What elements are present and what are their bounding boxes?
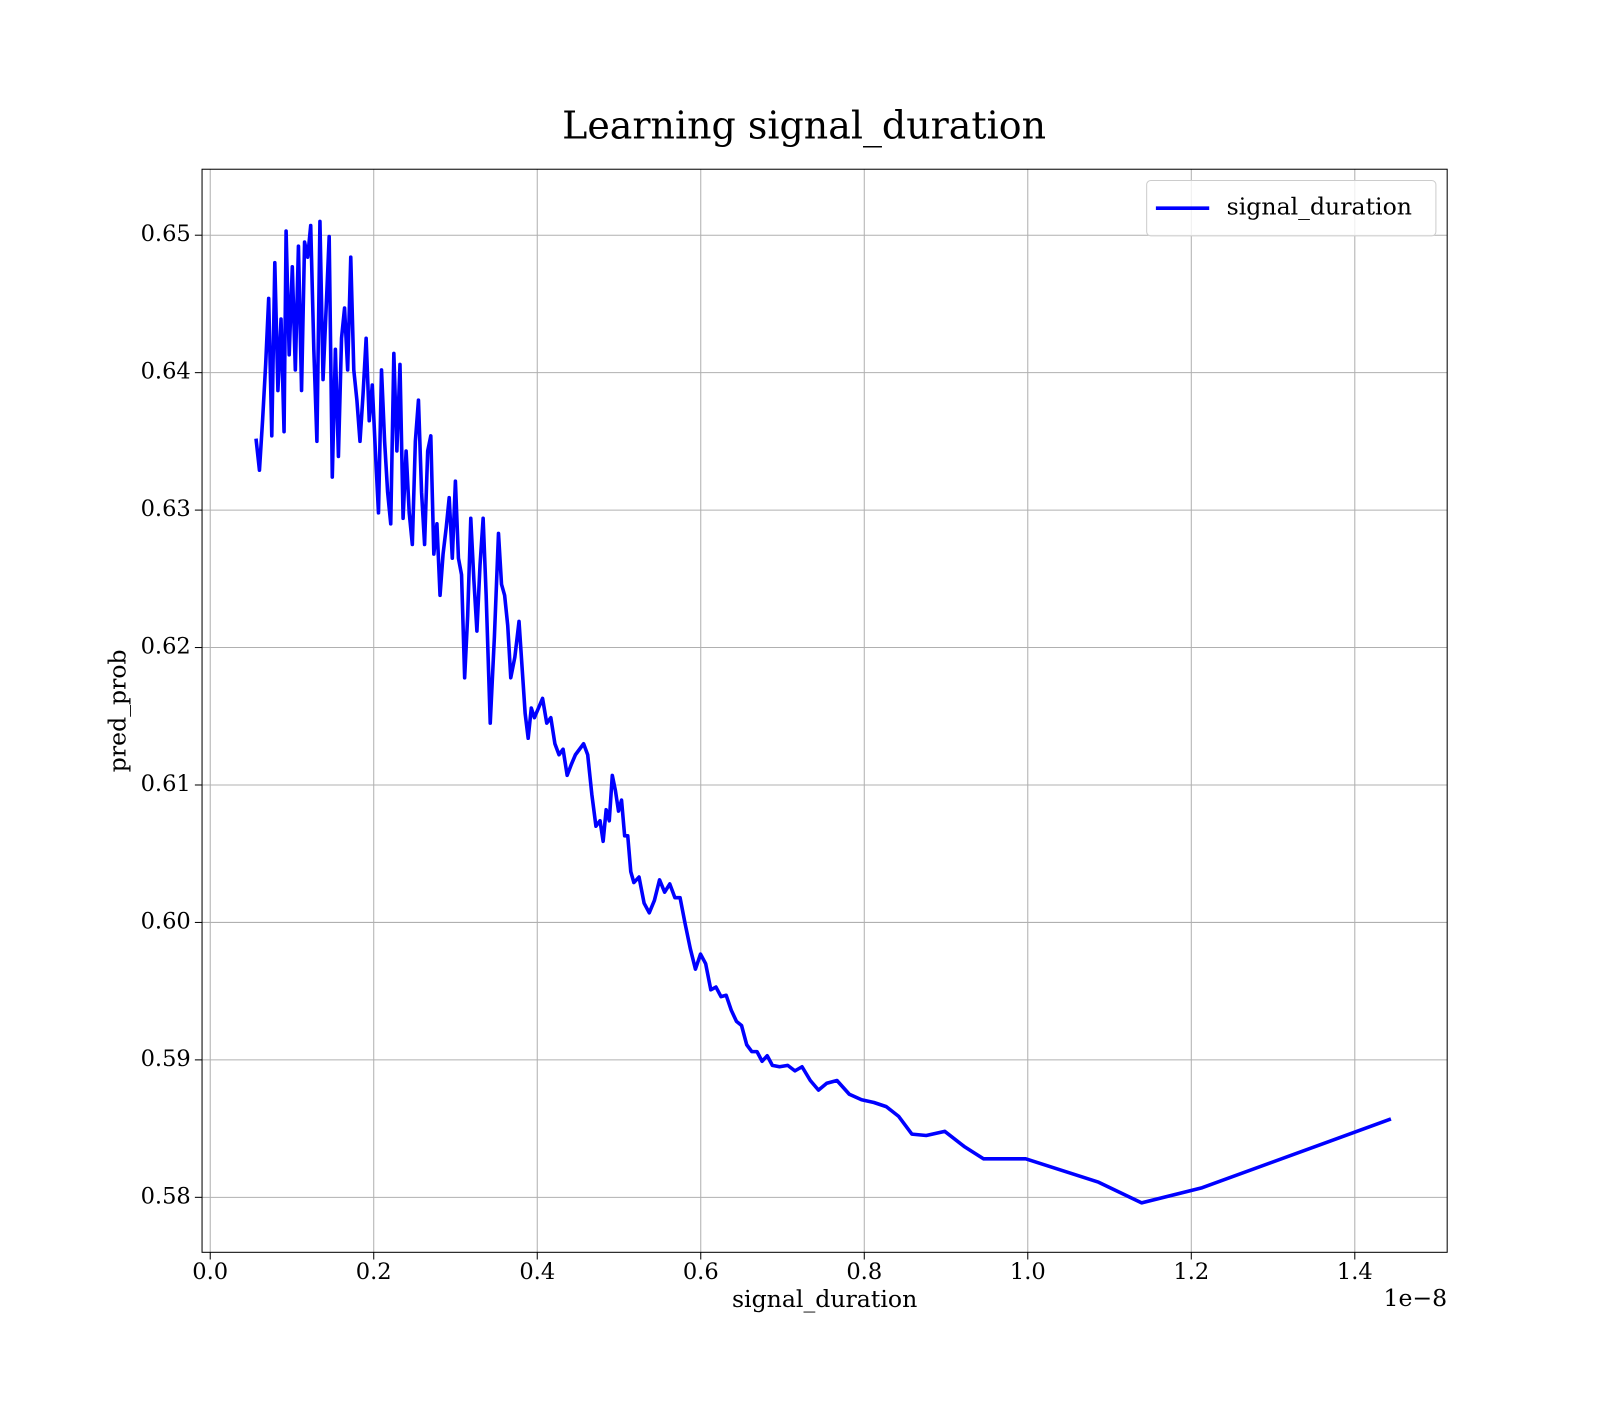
y-axis-label: pred_prob — [103, 649, 131, 772]
x-tick-label: 1.2 — [1173, 1259, 1209, 1285]
data-line — [254, 219, 1392, 1205]
legend-label: signal_duration — [1227, 193, 1412, 221]
y-tick-label: 0.59 — [141, 1046, 191, 1072]
x-tick-label: 0.6 — [683, 1259, 719, 1285]
y-tick-label: 0.58 — [141, 1183, 191, 1209]
x-tick-label: 0.8 — [846, 1259, 882, 1285]
y-tick-label: 0.65 — [141, 221, 191, 247]
y-tick-label: 0.62 — [141, 634, 191, 660]
plot-frame — [201, 168, 1448, 1253]
x-tick-label: 0.4 — [519, 1259, 555, 1285]
x-tick-label: 1.0 — [1010, 1259, 1046, 1285]
x-tick-label: 1.4 — [1337, 1259, 1373, 1285]
legend-box — [1146, 179, 1437, 237]
y-tick-label: 0.60 — [141, 908, 191, 934]
x-offset-text: 1e−8 — [1383, 1284, 1447, 1312]
x-axis-label: signal_duration — [732, 1285, 917, 1313]
x-tick-label: 0.0 — [192, 1259, 228, 1285]
y-tick-label: 0.61 — [141, 771, 191, 797]
chart-title: Learning signal_duration — [562, 104, 1046, 149]
y-tick-label: 0.63 — [141, 496, 191, 522]
x-tick-label: 0.2 — [356, 1259, 392, 1285]
y-tick-label: 0.64 — [141, 359, 191, 385]
